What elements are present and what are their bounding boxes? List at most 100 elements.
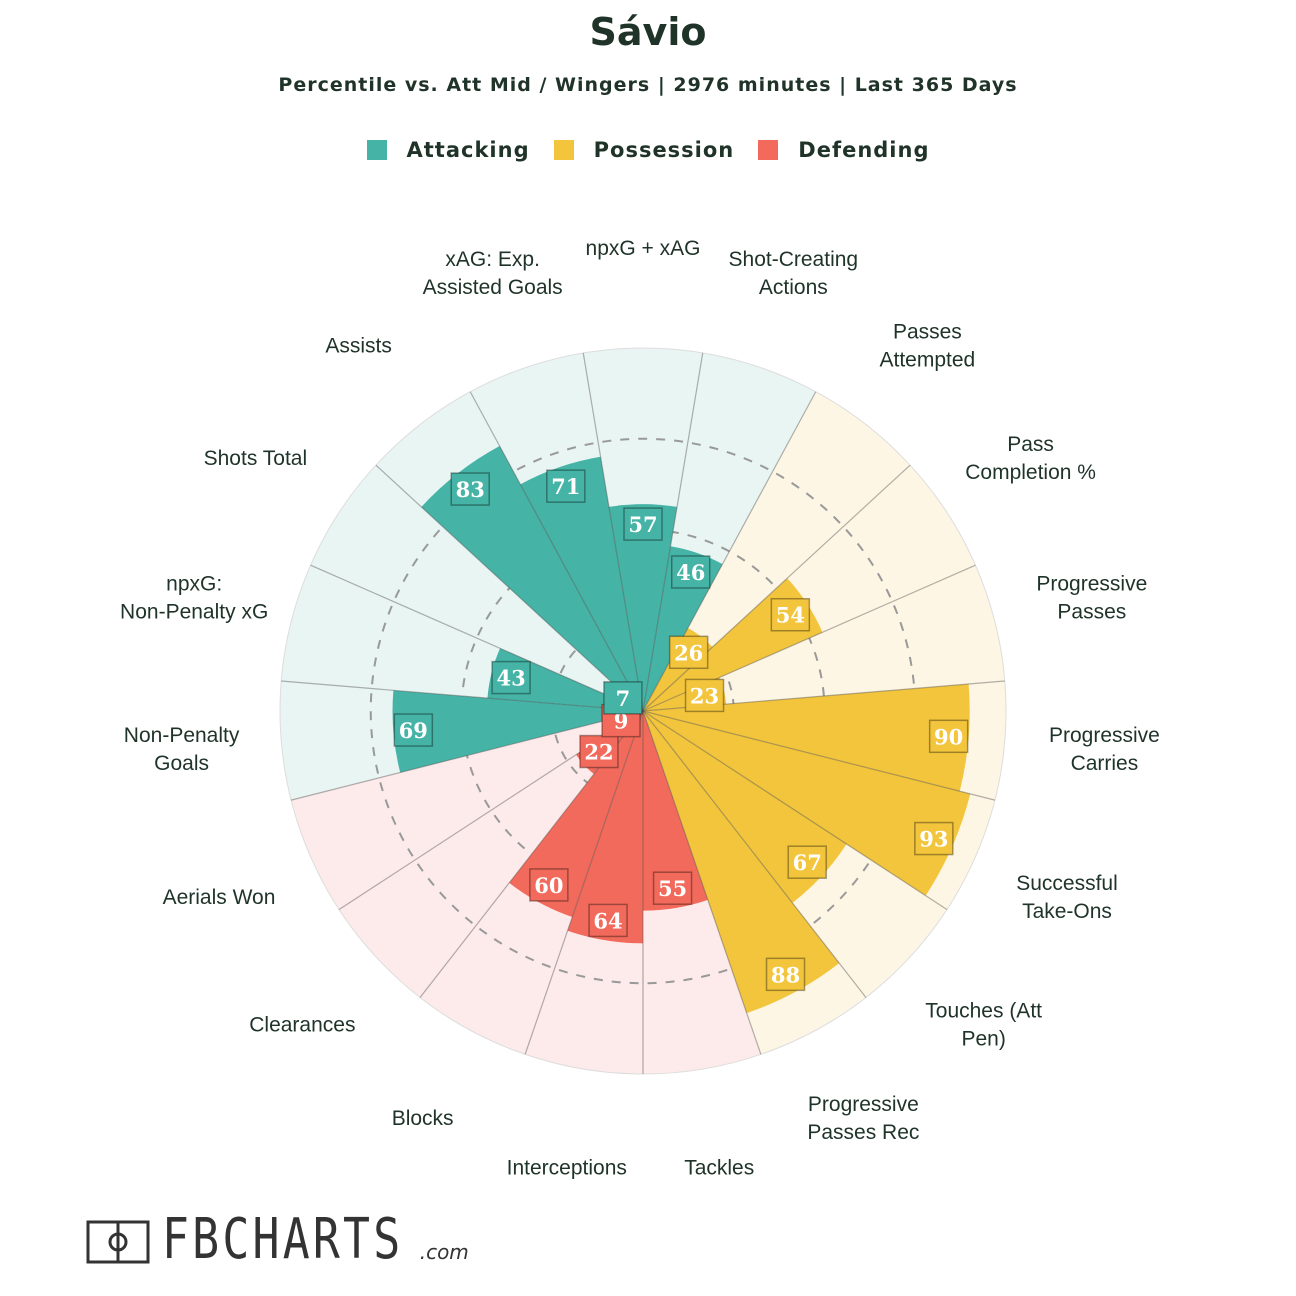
bar-progressive-passes-rec bbox=[643, 711, 840, 1014]
category-label-npxg-non-penalty-xg: npxG: Non-Penalty xG bbox=[120, 572, 268, 623]
svg-text:26: 26 bbox=[674, 640, 703, 665]
svg-text:60: 60 bbox=[534, 873, 563, 898]
value-label-touches-att-pen: 67 bbox=[787, 845, 827, 879]
spoke-14 bbox=[290, 710, 644, 801]
svg-text:64: 64 bbox=[593, 908, 622, 933]
legend-swatch-attacking bbox=[366, 140, 387, 160]
svg-text:55: 55 bbox=[658, 876, 687, 901]
bar-xag-exp-assisted-goals bbox=[520, 456, 643, 711]
svg-text:7: 7 bbox=[616, 686, 631, 711]
category-label-touches-att-pen: Touches (Att Pen) bbox=[925, 1000, 1042, 1051]
category-label-non-penalty-goals: Non-Penalty Goals bbox=[124, 724, 240, 775]
bar-interceptions bbox=[567, 711, 643, 944]
bg-sector-clearances bbox=[339, 711, 643, 998]
svg-text:43: 43 bbox=[496, 666, 525, 691]
bar-npxg-xag bbox=[608, 504, 678, 711]
legend-swatch-defending bbox=[758, 140, 779, 160]
svg-text:9: 9 bbox=[614, 709, 629, 734]
svg-text:22: 22 bbox=[584, 740, 613, 765]
legend-label-defending: Defending bbox=[798, 138, 930, 162]
value-label-tackles: 55 bbox=[652, 871, 693, 905]
value-label-xag-exp-assisted-goals: 71 bbox=[546, 469, 586, 503]
value-label-progressive-carries: 90 bbox=[928, 719, 969, 754]
svg-text:71: 71 bbox=[551, 474, 580, 499]
brand-suffix: .com bbox=[419, 1240, 469, 1264]
spoke-17 bbox=[375, 464, 644, 712]
svg-text:54: 54 bbox=[776, 603, 805, 628]
value-label-pass-completion: 54 bbox=[770, 597, 811, 632]
brand-logo: FBCHARTS .com bbox=[86, 1212, 469, 1268]
bar-progressive-carries bbox=[643, 684, 970, 792]
spoke-9 bbox=[642, 710, 762, 1055]
bg-sector-passes-attempted bbox=[643, 391, 911, 711]
svg-text:69: 69 bbox=[399, 718, 428, 743]
spoke-18 bbox=[469, 391, 644, 712]
value-label-blocks: 60 bbox=[529, 868, 569, 902]
value-label-shot-creating-actions: 46 bbox=[670, 555, 711, 589]
value-label-successful-take-ons: 93 bbox=[914, 821, 954, 856]
legend-label-attacking: Attacking bbox=[406, 138, 530, 162]
bar-successful-take-ons bbox=[643, 711, 971, 896]
bg-sector-shots-total bbox=[310, 465, 643, 711]
value-label-shots-total: 7 bbox=[603, 681, 643, 715]
svg-text:93: 93 bbox=[919, 827, 948, 852]
value-label-non-penalty-goals: 69 bbox=[393, 713, 434, 747]
category-label-assists: Assists bbox=[325, 335, 392, 358]
category-label-shots-total: Shots Total bbox=[204, 447, 308, 470]
chart-title: Sávio bbox=[589, 10, 707, 54]
chart-subtitle: Percentile vs. Att Mid / Wingers | 2976 … bbox=[278, 74, 1018, 96]
legend-item-possession: Possession bbox=[553, 138, 735, 162]
legend-swatch-possession bbox=[553, 140, 574, 160]
category-label-progressive-carries: Progressive Carries bbox=[1049, 724, 1160, 775]
spoke-7 bbox=[642, 710, 948, 911]
outer-ring bbox=[279, 347, 1007, 1075]
category-label-tackles: Tackles bbox=[684, 1157, 754, 1180]
spoke-15 bbox=[281, 680, 644, 712]
value-label-progressive-passes: 23 bbox=[684, 678, 725, 713]
spoke-8 bbox=[642, 710, 867, 998]
bar-assists bbox=[421, 446, 643, 711]
legend-item-attacking: Attacking bbox=[366, 138, 530, 162]
value-label-clearances: 22 bbox=[579, 734, 619, 769]
value-label-npxg-non-penalty-xg: 43 bbox=[491, 660, 531, 695]
spoke-11 bbox=[524, 710, 644, 1055]
category-label-aerials-won: Aerials Won bbox=[163, 886, 276, 909]
category-label-successful-take-ons: Successful Take-Ons bbox=[1016, 872, 1118, 923]
value-label-assists: 83 bbox=[450, 472, 490, 506]
spoke-0 bbox=[582, 352, 644, 712]
spoke-16 bbox=[310, 564, 644, 712]
svg-text:23: 23 bbox=[690, 683, 719, 708]
svg-text:88: 88 bbox=[771, 962, 800, 987]
category-label-pass-completion: Pass Completion % bbox=[965, 433, 1096, 484]
spoke-3 bbox=[642, 464, 911, 712]
value-label-npxg-xag: 57 bbox=[623, 507, 663, 541]
category-label-shot-creating-actions: Shot-Creating Actions bbox=[729, 248, 859, 299]
category-label-blocks: Blocks bbox=[392, 1107, 454, 1130]
bar-tackles bbox=[643, 711, 708, 911]
category-label-interceptions: Interceptions bbox=[507, 1157, 627, 1180]
category-label-clearances: Clearances bbox=[249, 1014, 355, 1037]
value-label-passes-attempted: 26 bbox=[668, 635, 709, 670]
pitch-logo-icon bbox=[86, 1220, 150, 1264]
svg-text:46: 46 bbox=[676, 560, 705, 585]
category-label-xag-exp-assisted-goals: xAG: Exp. Assisted Goals bbox=[423, 248, 563, 299]
value-label-interceptions: 64 bbox=[588, 903, 628, 938]
value-label-progressive-passes-rec: 88 bbox=[765, 957, 806, 992]
brand-name: FBCHARTS bbox=[162, 1207, 404, 1272]
spoke-1 bbox=[642, 352, 704, 712]
category-label-progressive-passes-rec: Progressive Passes Rec bbox=[807, 1093, 919, 1144]
svg-text:57: 57 bbox=[628, 512, 657, 537]
category-label-passes-attempted: Passes Attempted bbox=[880, 321, 976, 372]
spoke-6 bbox=[642, 710, 996, 801]
legend-item-defending: Defending bbox=[758, 138, 929, 162]
svg-text:83: 83 bbox=[456, 477, 485, 502]
category-label-progressive-passes: Progressive Passes bbox=[1036, 572, 1147, 623]
category-label-npxg-xag: npxG + xAG bbox=[586, 237, 701, 260]
legend-label-possession: Possession bbox=[593, 138, 735, 162]
svg-text:90: 90 bbox=[934, 724, 963, 749]
bg-sector-progressive-passes bbox=[643, 565, 1005, 711]
bg-sector-aerials-won bbox=[291, 711, 643, 910]
svg-text:67: 67 bbox=[793, 850, 822, 875]
bar-non-penalty-goals bbox=[392, 690, 643, 773]
